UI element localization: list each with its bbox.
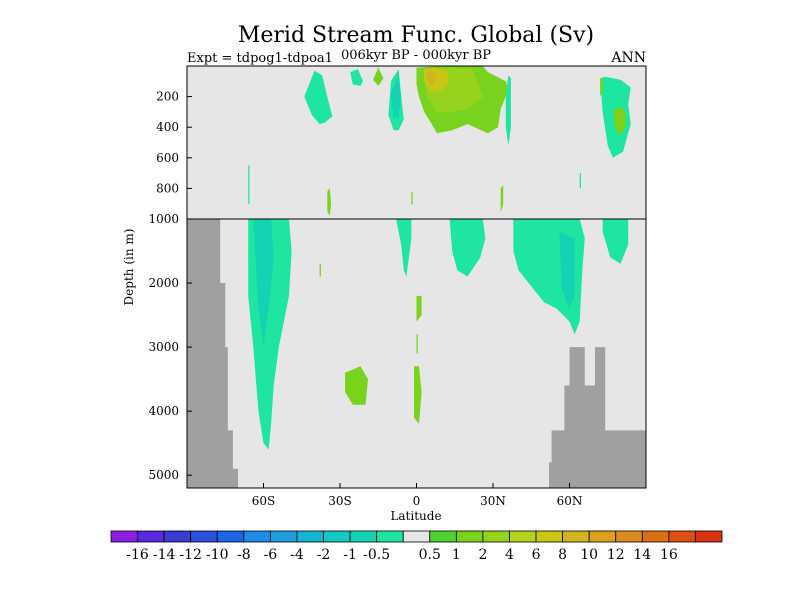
colorbar-swatch — [588, 530, 617, 543]
x-tick-label: 0 — [413, 494, 421, 508]
colorbar-label: -8 — [237, 547, 251, 563]
colorbar-swatch — [216, 530, 245, 543]
contour-region — [414, 366, 422, 424]
x-tick-label: 60N — [557, 494, 583, 508]
colorbar-label: 2 — [478, 547, 487, 563]
y-tick-label: 5000 — [148, 468, 179, 482]
contour-region — [449, 219, 486, 277]
colorbar-label: 1 — [452, 547, 461, 563]
contour-region — [579, 173, 581, 189]
contour-region — [426, 70, 437, 86]
colorbar-label: -6 — [264, 547, 278, 563]
contour-region — [411, 191, 413, 206]
contour-region — [602, 219, 629, 264]
chart-title: Merid Stream Func. Global (Sv) — [238, 23, 594, 48]
contour-region — [304, 70, 333, 125]
colorbar-swatch — [615, 530, 643, 543]
colorbar-swatch — [482, 530, 510, 543]
colorbar-label: 6 — [532, 547, 541, 563]
colorbar-swatch — [349, 530, 378, 543]
colorbar-swatch — [641, 530, 670, 543]
contour-region — [396, 219, 412, 277]
contour-region — [350, 69, 363, 86]
colorbar-label: -12 — [179, 547, 202, 563]
contour-region — [253, 219, 274, 348]
colorbar-label: 10 — [580, 547, 598, 563]
colorbar-swatch — [137, 530, 165, 543]
y-axis-label: Depth (in m) — [122, 229, 136, 306]
contour-region — [500, 185, 504, 213]
y-tick-label: 800 — [156, 181, 179, 195]
land-mask — [549, 347, 646, 488]
colorbar-label: 8 — [558, 547, 567, 563]
colorbar-swatch — [269, 530, 298, 543]
colorbar-swatch — [535, 530, 564, 543]
contour-region — [248, 165, 250, 204]
colorbar-swatch — [695, 530, 723, 543]
lower-panel: 2000 3000 4000 5000 — [148, 218, 647, 489]
colorbar-swatch — [163, 530, 192, 543]
y-tick-label: 3000 — [148, 340, 179, 354]
upper-panel: 200 400 600 800 1000 — [148, 65, 647, 226]
colorbar-label: -0.5 — [363, 547, 390, 563]
colorbar-label: -2 — [317, 547, 331, 563]
colorbar-label: 0.5 — [419, 547, 441, 563]
colorbar-swatch — [455, 530, 484, 543]
y-tick-label: 200 — [156, 90, 179, 104]
colorbar-label: 16 — [660, 547, 678, 563]
contour-region — [319, 263, 321, 277]
period-label: 006kyr BP - 000kyr BP — [341, 48, 491, 63]
y-tick-label: 2000 — [148, 276, 179, 290]
colorbar-swatch — [243, 530, 271, 543]
contour-region — [416, 334, 418, 354]
colorbar-swatch — [110, 530, 138, 543]
y-tick-label: 4000 — [148, 404, 179, 418]
x-tick-label: 30S — [328, 494, 352, 508]
contour-region — [391, 75, 402, 118]
colorbar-swatch — [429, 530, 457, 543]
y-tick-label: 600 — [156, 151, 179, 165]
colorbar-label: -10 — [206, 547, 229, 563]
experiment-label: Expt = tdpog1-tdpoa1 — [187, 51, 333, 66]
contour-region — [416, 295, 422, 322]
contour-region — [612, 105, 626, 135]
colorbar-swatch — [323, 530, 351, 543]
contour-region — [600, 78, 603, 97]
contour-region — [559, 231, 575, 309]
colorbar-swatch — [402, 530, 431, 543]
colorbar-label: 14 — [633, 547, 651, 563]
contour-region — [327, 188, 332, 216]
y-tick-label: 1000 — [148, 212, 179, 226]
colorbar-swatch — [668, 530, 696, 543]
colorbar-swatch — [190, 530, 218, 543]
x-axis-label: Latitude — [390, 509, 441, 523]
colorbar-label: 4 — [505, 547, 514, 563]
colorbar: -16 -14 -12 -10 -8 -6 -4 -2 -1 -0.5 0.5 1 2 4 6 8 10 12 14… — [110, 530, 723, 563]
colorbar-swatch — [296, 530, 324, 543]
x-tick-label: 60S — [252, 494, 276, 508]
colorbar-label: -1 — [343, 547, 357, 563]
colorbar-label: -4 — [290, 547, 304, 563]
colorbar-swatch — [376, 530, 404, 543]
contour-region — [373, 67, 384, 86]
colorbar-label: -14 — [153, 547, 176, 563]
colorbar-swatch — [509, 530, 537, 543]
contour-region — [505, 75, 511, 146]
upper-panel-background — [187, 66, 646, 219]
y-tick-label: 400 — [156, 120, 179, 134]
x-axis: 60S 30S 0 30N 60N — [252, 483, 583, 508]
colorbar-label: -16 — [126, 547, 149, 563]
contour-region — [345, 366, 368, 405]
season-label: ANN — [610, 50, 646, 66]
colorbar-swatch — [562, 530, 590, 543]
colorbar-label: 12 — [607, 547, 625, 563]
x-tick-label: 30N — [480, 494, 506, 508]
land-mask — [187, 219, 238, 488]
